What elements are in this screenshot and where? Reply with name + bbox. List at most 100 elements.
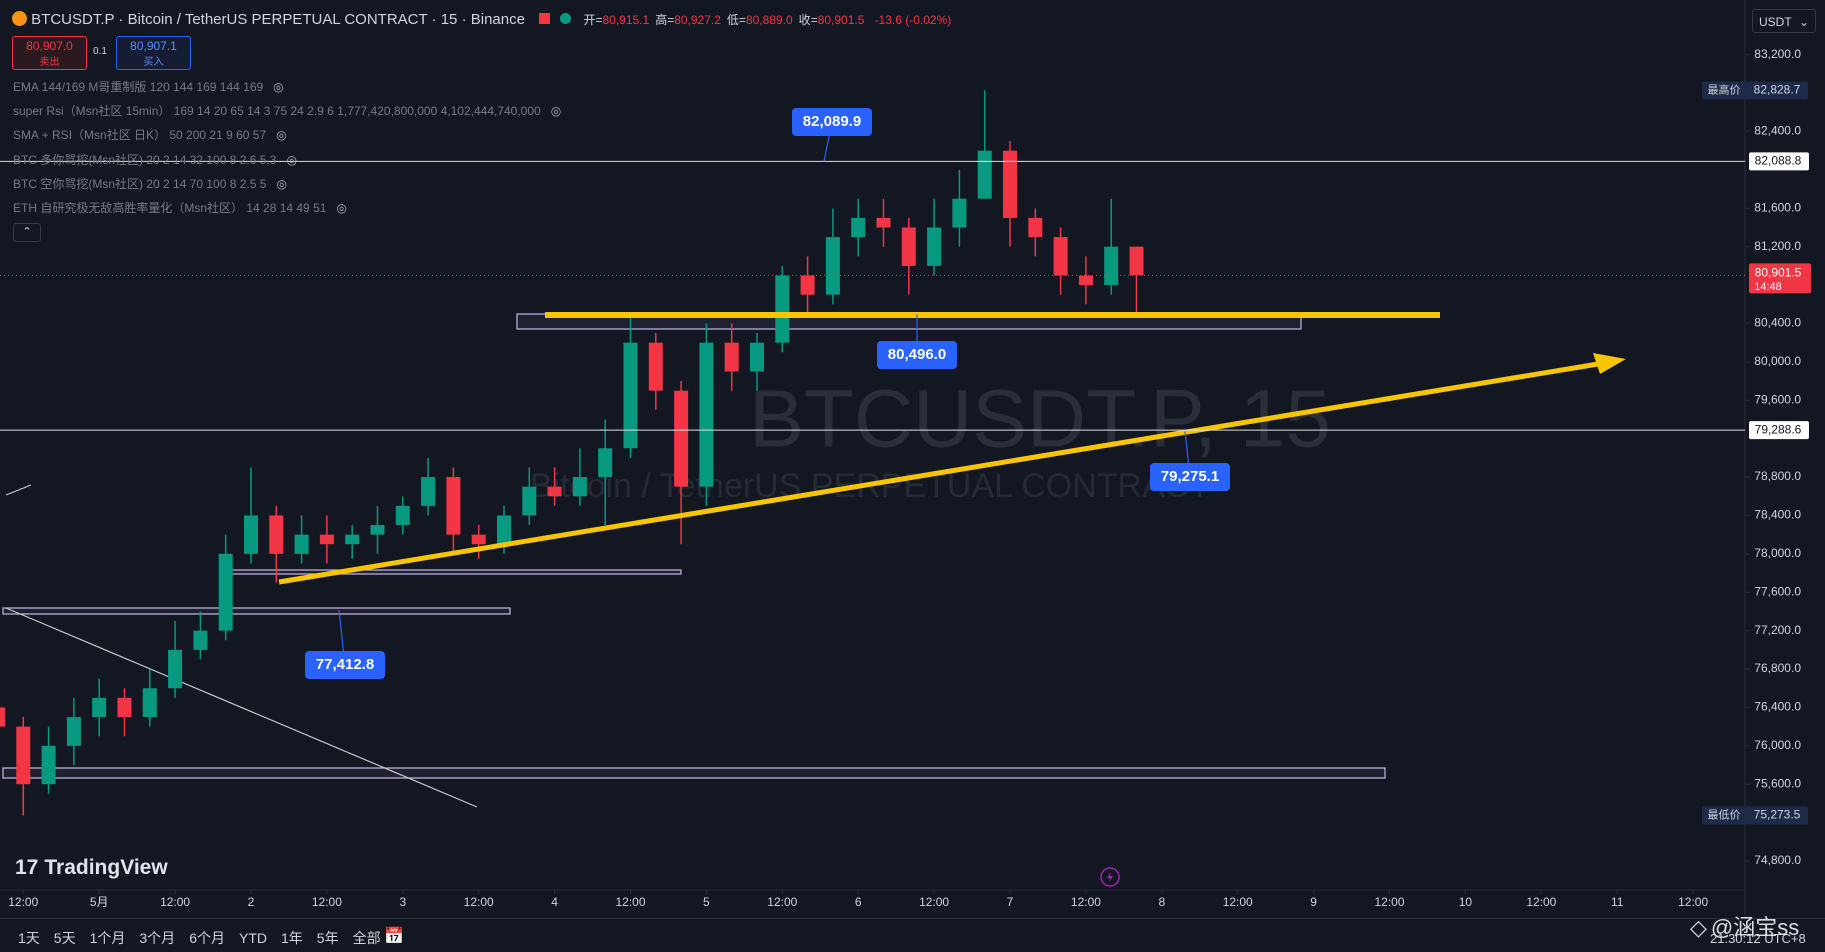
buy-price: 80,907.1 xyxy=(130,39,177,53)
calendar-icon[interactable]: 📅 xyxy=(384,928,404,945)
trend-line xyxy=(5,484,32,496)
candle-body xyxy=(16,726,31,785)
candle-body xyxy=(41,745,56,785)
eye-icon: ◎ xyxy=(276,128,287,143)
candle-body xyxy=(496,515,511,545)
level-badge-label: 82,088.8 xyxy=(1755,154,1802,168)
ohlc-value: 80,889.0 xyxy=(745,13,793,27)
trend-line xyxy=(5,607,478,808)
indicator-list: EMA 144/169 M哥重制版 120 144 169 144 169 ◎ su… xyxy=(13,78,561,223)
event-icon xyxy=(1100,867,1120,887)
x-tick-label: 2 xyxy=(248,895,255,909)
range-button[interactable]: 1天 xyxy=(18,930,40,946)
sell-button[interactable]: 80,907.0 卖出 xyxy=(12,36,87,70)
x-tick-label: 6 xyxy=(855,895,862,909)
currency-select[interactable]: USDT ⌄ xyxy=(1752,9,1816,33)
ohlc-label: 收= xyxy=(798,13,818,27)
collapse-button[interactable]: ⌃ xyxy=(13,223,41,242)
candle-body xyxy=(243,515,258,554)
candle-body xyxy=(142,688,157,718)
callout-label: 82,089.9 xyxy=(803,113,861,130)
extreme-badge xyxy=(1702,81,1808,100)
zone xyxy=(2,607,511,615)
candle-body xyxy=(901,227,916,266)
eye-icon: ◎ xyxy=(336,200,347,215)
candle-body xyxy=(345,534,360,545)
indicator-text: EMA 144/169 M哥重制版 120 144 169 144 169 xyxy=(13,80,264,94)
y-tick-label: 81,600.0 xyxy=(1754,200,1801,214)
y-tick-label: 78,800.0 xyxy=(1754,469,1801,483)
candle-body xyxy=(0,707,5,727)
x-tick-label: 7 xyxy=(1007,895,1014,909)
candle-body xyxy=(1129,246,1144,276)
range-button[interactable]: 5天 xyxy=(53,930,76,946)
y-tick-label: 76,000.0 xyxy=(1754,738,1801,752)
indicator-text: BTC 空你骂挖(Msn社区) 20 2 14 70 100 8 2.5 5 xyxy=(13,176,267,191)
candle-body xyxy=(623,342,638,449)
callout-box xyxy=(1150,463,1230,491)
candle-body xyxy=(876,217,891,228)
y-tick-label: 82,400.0 xyxy=(1754,124,1801,138)
candle-body xyxy=(952,198,967,228)
candle-body xyxy=(572,477,587,497)
y-tick-label: 80,000.0 xyxy=(1754,354,1801,368)
x-tick-label: 12:00 xyxy=(1678,895,1708,909)
level-badge xyxy=(1749,421,1809,440)
arrow-head xyxy=(1593,353,1626,374)
x-tick-label: 12:00 xyxy=(464,895,494,909)
ohlc-value: 80,927.2 xyxy=(674,13,721,27)
buy-label: 买入 xyxy=(143,57,164,68)
indicator-text: SMA + RSI（Msn社区 日K） 50 200 21 9 60 57 xyxy=(13,128,267,143)
ohlc: 开=80,915.1 高=80,927.2 低=80,889.0 收=80,901.5 xyxy=(583,13,870,27)
level-badge-label: 79,288.6 xyxy=(1755,422,1802,436)
indicator: SMA + RSI（Msn社区 日K） 50 200 21 9 60 57 ◎ xyxy=(13,126,561,150)
symbol-title: BTCUSDT.P · Bitcoin / TetherUS PERPETUAL… xyxy=(31,11,525,28)
range-button[interactable]: 1年 xyxy=(280,930,303,946)
x-tick-label: 12:00 xyxy=(160,895,190,909)
candle-body xyxy=(471,534,486,545)
range-button[interactable]: YTD xyxy=(238,930,267,946)
candle-body xyxy=(269,515,284,554)
candle-body xyxy=(825,237,840,295)
indicator-text: ETH 自研究极无敌高胜率量化（Msn社区） 14 28 14 49 51 xyxy=(13,200,327,215)
ohlc-value: 80,901.5 xyxy=(817,13,865,27)
ohlc-label: 高= xyxy=(655,13,675,27)
ohlc-value: 80,915.1 xyxy=(602,13,650,27)
credit-text: @涵宝ss xyxy=(1710,915,1800,940)
logo: 17 TradingView xyxy=(15,856,168,879)
y-tick-label: 78,400.0 xyxy=(1754,508,1801,522)
watermark-symbol: BTCUSDT.P, 15 xyxy=(749,374,1331,465)
ohlc-label: 开= xyxy=(583,13,603,27)
sell-price: 80,907.0 xyxy=(26,39,73,53)
extreme-badge xyxy=(1702,806,1808,825)
candle-body xyxy=(1078,275,1093,286)
candle-body xyxy=(648,342,663,391)
range-button[interactable]: 1个月 xyxy=(89,930,126,946)
range-button[interactable]: 6个月 xyxy=(189,930,225,946)
range-button[interactable]: 全部 xyxy=(352,930,381,946)
x-tick-label: 12:00 xyxy=(615,895,645,909)
eye-icon: ◎ xyxy=(286,152,297,167)
indicator: ETH 自研究极无敌高胜率量化（Msn社区） 14 28 14 49 51 ◎ xyxy=(13,199,561,223)
x-tick-label: 12:00 xyxy=(1375,895,1405,909)
candle-body xyxy=(117,697,132,718)
range-button[interactable]: 3个月 xyxy=(139,930,176,946)
x-tick-label: 12:00 xyxy=(1223,895,1253,909)
change: -13.6 (-0.02%) xyxy=(874,13,952,27)
callout-box xyxy=(877,341,957,369)
extreme-name: 最低价 xyxy=(1708,808,1741,821)
buy-button[interactable]: 80,907.1 买入 xyxy=(116,36,191,70)
candle-body xyxy=(977,150,992,199)
zone xyxy=(224,569,682,575)
x-tick-label: 11 xyxy=(1611,895,1624,909)
callout-label: 77,412.8 xyxy=(316,656,374,673)
y-tick-label: 83,200.0 xyxy=(1754,47,1801,61)
y-tick-label: 76,800.0 xyxy=(1754,661,1801,675)
candle-body xyxy=(168,649,183,689)
x-tick-label: 10 xyxy=(1459,895,1473,909)
eye-icon: ◎ xyxy=(273,80,284,94)
candle-body xyxy=(370,525,385,535)
y-tick-label: 76,400.0 xyxy=(1754,700,1801,714)
range-button[interactable]: 5年 xyxy=(316,930,339,946)
quantity: 0.1 xyxy=(93,46,107,57)
